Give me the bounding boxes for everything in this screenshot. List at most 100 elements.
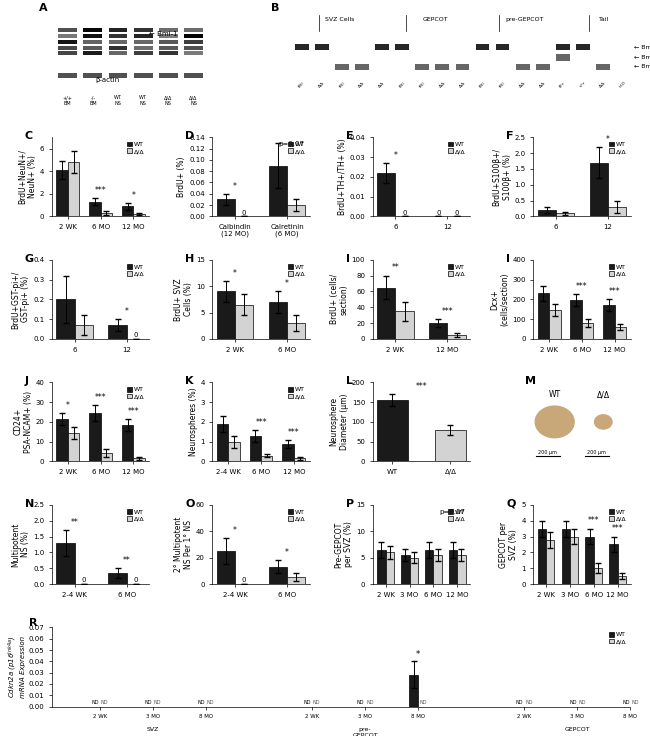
Text: -/-
BM: -/- BM xyxy=(89,96,97,106)
Text: Q: Q xyxy=(506,498,515,509)
Text: ND: ND xyxy=(631,701,639,705)
Text: N: N xyxy=(25,498,34,509)
Bar xyxy=(83,73,102,78)
Bar xyxy=(609,545,618,584)
Bar xyxy=(58,51,77,55)
Legend: WT, Δ/Δ: WT, Δ/Δ xyxy=(126,263,146,277)
Legend: WT, Δ/Δ: WT, Δ/Δ xyxy=(447,263,467,277)
Text: I: I xyxy=(346,253,350,263)
Text: ND: ND xyxy=(144,701,152,705)
Text: Δ/Δ: Δ/Δ xyxy=(539,81,547,88)
Bar xyxy=(377,173,395,216)
Text: 0: 0 xyxy=(436,210,441,216)
Legend: WT, Δ/Δ: WT, Δ/Δ xyxy=(607,141,627,155)
Text: ND: ND xyxy=(357,701,364,705)
Bar xyxy=(83,46,102,49)
Text: *: * xyxy=(131,191,135,199)
Text: ND: ND xyxy=(578,701,586,705)
Text: +/+: +/+ xyxy=(578,79,587,88)
Bar xyxy=(415,64,429,70)
Text: Δ/Δ
NS: Δ/Δ NS xyxy=(164,96,172,106)
Bar xyxy=(571,300,582,339)
Text: ← Bmi-1: ← Bmi-1 xyxy=(150,32,178,38)
Text: fl/fl: fl/fl xyxy=(419,81,426,88)
Y-axis label: BrdU+ (cells/
section): BrdU+ (cells/ section) xyxy=(330,275,349,325)
Legend: WT, Δ/Δ: WT, Δ/Δ xyxy=(126,141,146,155)
Bar xyxy=(295,44,309,50)
Bar xyxy=(538,528,546,584)
Bar xyxy=(159,51,177,55)
Y-axis label: BrdU+S100β+/
S100β+ (%): BrdU+S100β+/ S100β+ (%) xyxy=(492,148,512,206)
Bar xyxy=(134,51,153,55)
Legend: WT, Δ/Δ: WT, Δ/Δ xyxy=(287,386,307,400)
Bar xyxy=(538,210,556,216)
Text: ← Bmi-1 Δ: ← Bmi-1 Δ xyxy=(634,65,650,69)
Bar xyxy=(159,46,177,49)
Bar xyxy=(409,675,418,707)
Bar xyxy=(122,206,133,216)
Bar xyxy=(83,28,102,32)
Bar xyxy=(217,551,235,584)
Bar xyxy=(159,40,177,44)
Text: ***: *** xyxy=(95,186,107,195)
Text: fl/fl: fl/fl xyxy=(499,81,506,88)
Bar xyxy=(122,425,133,461)
Text: *: * xyxy=(606,135,610,144)
Text: K: K xyxy=(185,376,194,386)
Bar xyxy=(436,64,449,70)
Text: ND: ND xyxy=(516,701,523,705)
Y-axis label: Neurosphere
Diameter (μm): Neurosphere Diameter (μm) xyxy=(330,394,349,450)
Text: fl/fl: fl/fl xyxy=(478,81,486,88)
Text: *: * xyxy=(125,307,129,316)
Text: R: R xyxy=(29,618,37,628)
Text: ND: ND xyxy=(366,701,374,705)
Bar xyxy=(57,170,68,216)
Bar xyxy=(377,400,408,461)
Bar xyxy=(134,35,153,38)
Text: ***: *** xyxy=(441,307,453,316)
Legend: WT, Δ/Δ: WT, Δ/Δ xyxy=(287,263,307,277)
Text: pre-GEPCOT: pre-GEPCOT xyxy=(506,17,544,22)
Bar xyxy=(109,35,127,38)
Text: 0: 0 xyxy=(81,577,86,583)
Legend: WT, Δ/Δ: WT, Δ/Δ xyxy=(287,508,307,523)
Text: ND: ND xyxy=(154,701,161,705)
Bar xyxy=(83,40,102,44)
Text: 0: 0 xyxy=(242,210,246,216)
Text: ND: ND xyxy=(622,701,630,705)
Text: Δ/Δ: Δ/Δ xyxy=(358,81,366,88)
Bar xyxy=(434,555,442,584)
Text: *: * xyxy=(233,526,237,535)
Bar xyxy=(546,539,554,584)
Bar xyxy=(89,413,101,461)
Text: H₂O: H₂O xyxy=(619,80,627,88)
Text: 0: 0 xyxy=(242,577,246,583)
Bar xyxy=(184,73,203,78)
Bar xyxy=(269,302,287,339)
Bar xyxy=(562,528,570,584)
Text: ND: ND xyxy=(207,701,215,705)
Bar xyxy=(184,40,203,44)
Bar xyxy=(159,73,177,78)
Bar xyxy=(57,543,75,584)
Bar xyxy=(385,553,394,584)
Text: SVZ: SVZ xyxy=(147,727,159,732)
Text: *: * xyxy=(233,182,237,191)
Text: **: ** xyxy=(71,518,79,527)
Bar xyxy=(576,44,590,50)
Bar xyxy=(109,51,127,55)
Y-axis label: BrdU+NeuN+/
NeuN+ (%): BrdU+NeuN+/ NeuN+ (%) xyxy=(18,149,37,205)
Text: M: M xyxy=(525,376,536,386)
Text: SVZ Cells: SVZ Cells xyxy=(325,17,355,22)
Bar xyxy=(377,288,395,339)
Bar xyxy=(159,35,177,38)
Text: Tail: Tail xyxy=(599,17,610,22)
Text: Δ/Δ: Δ/Δ xyxy=(597,390,610,400)
Bar xyxy=(184,28,203,32)
Bar xyxy=(184,35,203,38)
Bar xyxy=(58,73,77,78)
Bar xyxy=(101,453,112,461)
Text: 0: 0 xyxy=(133,577,138,583)
Text: β-actin: β-actin xyxy=(95,77,119,83)
Bar xyxy=(109,40,127,44)
